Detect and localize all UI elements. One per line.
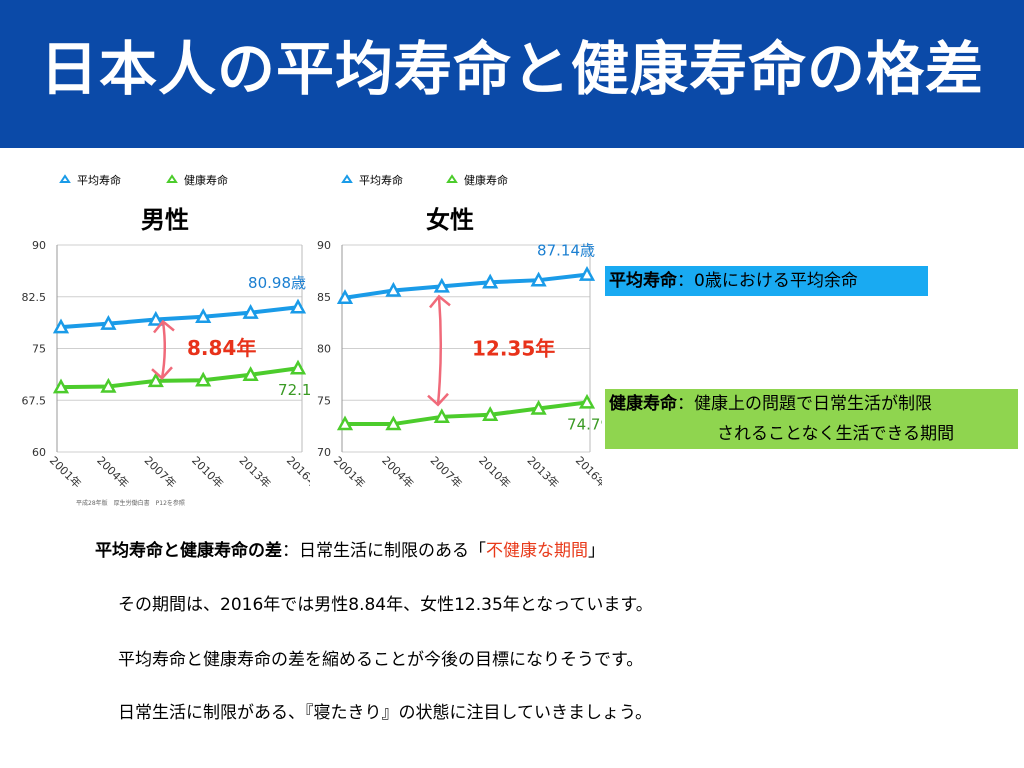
- avg-life-point: [242, 304, 259, 319]
- avg-life-point: [336, 289, 354, 305]
- avg-life-point: [482, 273, 499, 289]
- y-tick-label: 70: [317, 446, 331, 459]
- avg-life-point: [433, 277, 450, 293]
- y-tick-label: 82.5: [22, 291, 47, 304]
- gap-label: 8.84年: [187, 336, 256, 360]
- healthy-life-line: [345, 400, 588, 427]
- avg-life-point: [195, 308, 212, 324]
- gap-label: 12.35年: [472, 337, 555, 361]
- avg-definition-text: ：0歳における平均余命: [677, 271, 858, 291]
- healthy-life-point: [147, 372, 164, 388]
- avg-life-point: [100, 315, 117, 330]
- female-chart: 平均寿命 健康寿命 女性 70 75 80 85 90 2001年 2004年 2007年 20…: [317, 173, 602, 491]
- avg-life-point: [289, 298, 307, 314]
- healthy-definition-text-1: ：健康上の問題で日常生活が制限: [677, 394, 932, 414]
- summary-close: 」: [588, 541, 605, 561]
- gap-arrow: [160, 321, 166, 379]
- y-tick-label: 80: [317, 343, 331, 356]
- healthy-life-point: [100, 377, 117, 393]
- healthy-end-label: 72.14歳: [278, 381, 310, 399]
- x-tick-label: 2001年: [47, 453, 84, 490]
- healthy-life-point: [530, 399, 547, 415]
- healthy-definition-text-2: されることなく生活できる期間: [717, 424, 955, 444]
- paragraph-2: 平均寿命と健康寿命の差を縮めることが今後の目標になりそうです。: [118, 650, 644, 670]
- legend-healthy-label: 健康寿命: [184, 173, 228, 187]
- healthy-definition-box: 健康寿命：健康上の問題で日常生活が制限 されることなく生活できる期間: [605, 389, 1018, 449]
- healthy-life-point: [289, 359, 307, 375]
- y-tick-label: 85: [317, 291, 331, 304]
- summary-highlight: 不健康な期間: [486, 541, 588, 561]
- summary-line: 平均寿命と健康寿命の差：日常生活に制限のある「不健康な期間」: [95, 536, 605, 561]
- healthy-life-line: [60, 366, 299, 390]
- healthy-life-point: [242, 366, 259, 381]
- healthy-life-point: [336, 415, 354, 431]
- x-tick-label: 2010年: [476, 453, 513, 490]
- avg-end-label: 80.98歳: [248, 274, 306, 292]
- gap-arrow-head-top: [429, 294, 451, 309]
- avg-definition-box: 平均寿命：0歳における平均余命: [605, 266, 928, 296]
- legend: 平均寿命 健康寿命: [59, 173, 228, 187]
- y-tick-label: 67.5: [22, 394, 47, 407]
- source-note: 平成28年版 厚生労働白書 P12を参照: [76, 500, 185, 507]
- gap-arrow-head-bottom: [151, 366, 173, 381]
- y-tick-label: 90: [317, 239, 331, 252]
- avg-life-point: [52, 318, 70, 334]
- x-tick-label: 2007年: [142, 453, 179, 490]
- legend-healthy-marker: [166, 174, 178, 183]
- summary-term: 平均寿命と健康寿命の差: [95, 541, 282, 561]
- avg-life-point: [147, 310, 164, 326]
- paragraph-1: その期間は、2016年では男性8.84年、女性12.35年となっています。: [118, 595, 653, 615]
- x-tick-label: 2016年: [573, 453, 602, 490]
- healthy-end-label: 74.79歳: [567, 415, 602, 433]
- legend-avg-marker: [341, 174, 353, 183]
- male-chart: 平均寿命 健康寿命 男性 60 67.5 75 82.5 90 2001年 2004年 200…: [22, 173, 311, 491]
- healthy-life-point: [578, 393, 596, 409]
- healthy-life-point: [385, 415, 402, 431]
- gap-arrow-head-bottom: [427, 392, 449, 407]
- avg-end-label: 87.14歳: [537, 242, 595, 260]
- gap-arrow: [436, 296, 443, 405]
- chart-title: 女性: [426, 206, 474, 234]
- healthy-life-point: [482, 406, 499, 421]
- summary-text: ：日常生活に制限のある「: [282, 541, 486, 561]
- avg-life-line: [344, 272, 588, 300]
- y-tick-label: 75: [317, 394, 331, 407]
- healthy-life-point: [433, 408, 450, 424]
- chart-title: 男性: [141, 206, 189, 234]
- legend-avg-label: 平均寿命: [359, 173, 403, 187]
- healthy-life-point: [195, 371, 212, 387]
- page-title: 日本人の平均寿命と健康寿命の格差: [39, 35, 984, 103]
- gap-arrow-head-top: [153, 319, 175, 334]
- healthy-life-point: [52, 378, 70, 394]
- healthy-definition-term: 健康寿命: [609, 394, 677, 414]
- y-tick-label: 60: [32, 446, 46, 459]
- avg-life-point: [578, 265, 596, 281]
- x-tick-label: 2013年: [236, 453, 273, 490]
- legend: 平均寿命 健康寿命: [341, 173, 508, 187]
- x-tick-label: 2007年: [428, 453, 465, 490]
- title-banner: 日本人の平均寿命と健康寿命の格差: [0, 0, 1024, 148]
- avg-definition-term: 平均寿命: [609, 271, 677, 291]
- legend-healthy-label: 健康寿命: [464, 173, 508, 187]
- y-tick-label: 75: [32, 343, 46, 356]
- legend-avg-label: 平均寿命: [77, 173, 121, 187]
- x-tick-label: 2013年: [524, 453, 561, 490]
- legend-avg-marker: [59, 174, 71, 183]
- x-tick-label: 2010年: [189, 453, 226, 490]
- x-tick-label: 2004年: [379, 453, 416, 490]
- legend-healthy-marker: [446, 174, 458, 183]
- y-tick-label: 90: [32, 239, 46, 252]
- avg-life-line: [60, 305, 299, 330]
- x-tick-label: 2016年: [284, 453, 310, 490]
- x-tick-label: 2001年: [331, 453, 368, 490]
- paragraph-3: 日常生活に制限がある、『寝たきり』の状態に注目していきましょう。: [118, 703, 652, 723]
- plot-area: 70 75 80 85 90 2001年 2004年 2007年 2010年 2013年 2016年…: [317, 239, 602, 491]
- avg-life-point: [530, 271, 547, 287]
- x-tick-label: 2004年: [94, 453, 131, 490]
- plot-area: 60 67.5 75 82.5 90 2001年 2004年 2007年 2010年 2013年 2…: [22, 239, 311, 491]
- avg-life-point: [385, 281, 402, 297]
